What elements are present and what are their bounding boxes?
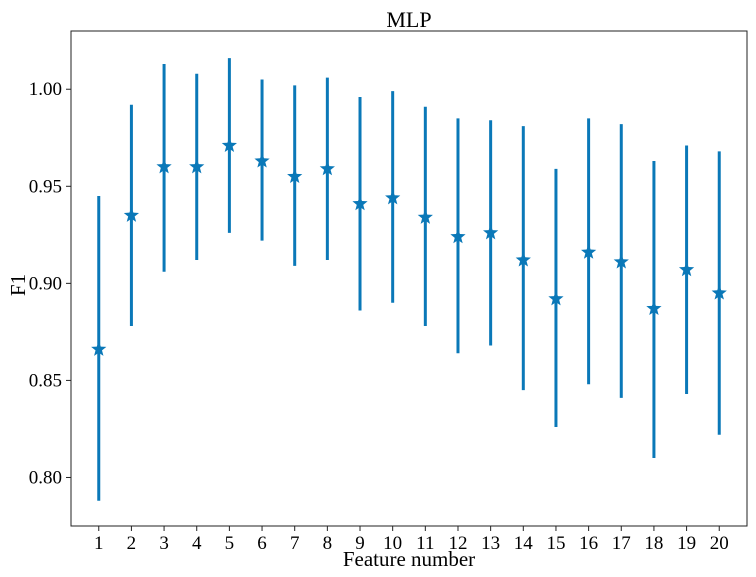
data-point-star: [678, 261, 695, 277]
y-tick-label: 1.00: [29, 79, 62, 100]
x-axis: 1 2 3 4 5 6 7 8 9 10 11 12 13 14 15 16 17 18 19 20: [94, 526, 729, 554]
x-tick-label: 14: [514, 533, 534, 554]
x-tick-label: 16: [579, 533, 598, 554]
data-point-star: [548, 290, 564, 306]
x-tick-label: 4: [192, 533, 202, 554]
data-marks: [91, 58, 727, 501]
data-point-star: [91, 341, 107, 356]
x-tick-label: 19: [677, 533, 696, 554]
y-tick-label: 0.80: [29, 467, 62, 488]
data-point-star: [254, 153, 270, 168]
data-point-star: [417, 209, 433, 224]
data-point-star: [646, 300, 662, 316]
data-point-star: [352, 195, 368, 211]
data-point-star: [515, 252, 531, 267]
chart-title: MLP: [386, 7, 431, 32]
data-point-star: [711, 285, 727, 300]
data-point-star: [450, 228, 466, 244]
x-tick-label: 5: [225, 533, 235, 554]
data-point-star: [483, 224, 499, 240]
x-tick-label: 3: [159, 533, 169, 554]
data-point-star: [156, 158, 172, 174]
data-point-star: [123, 207, 140, 222]
x-tick-label: 6: [257, 533, 267, 554]
x-tick-label: 1: [94, 533, 104, 554]
data-point-star: [613, 254, 629, 269]
x-tick-label: 7: [290, 533, 300, 554]
x-axis-title: Feature number: [343, 547, 475, 571]
data-point-star: [581, 244, 597, 259]
x-tick-label: 17: [612, 533, 631, 554]
data-point-star: [385, 189, 401, 205]
y-tick-label: 0.85: [29, 370, 62, 391]
x-tick-label: 2: [127, 533, 137, 554]
x-tick-label: 18: [644, 533, 663, 554]
x-tick-label: 8: [323, 533, 333, 554]
y-tick-label: 0.95: [29, 176, 62, 197]
y-axis: 0.80 0.85 0.90 0.95 1.00: [29, 79, 71, 488]
data-point-star: [319, 160, 335, 176]
data-point-star: [287, 168, 303, 184]
y-axis-title: F1: [6, 274, 30, 296]
y-tick-label: 0.90: [29, 273, 62, 294]
plot-frame: [70, 30, 748, 527]
x-tick-label: 9: [355, 533, 365, 554]
x-tick-label: 11: [416, 533, 434, 554]
data-point-star: [189, 158, 205, 174]
data-point-star: [221, 137, 237, 152]
x-tick-label: 15: [546, 533, 565, 554]
x-tick-label: 12: [448, 533, 467, 554]
x-tick-label: 10: [383, 533, 402, 554]
x-tick-label: 20: [710, 533, 729, 554]
x-tick-label: 13: [481, 533, 500, 554]
